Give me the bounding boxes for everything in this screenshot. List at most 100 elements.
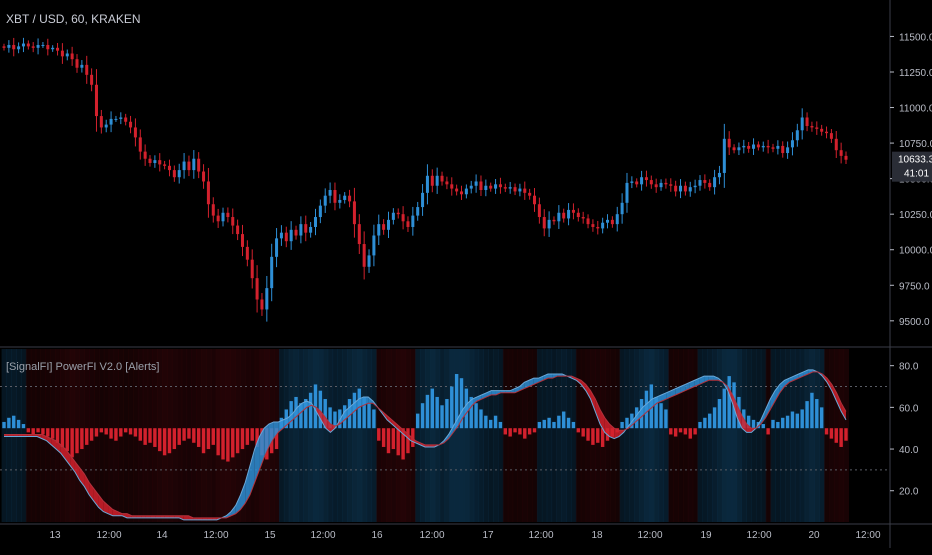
time-tick-label: 12:00 — [96, 530, 121, 541]
osc-tick-label: 80.0 — [899, 362, 919, 373]
ribbon-segment — [387, 415, 392, 425]
background-band — [551, 349, 558, 522]
ribbon-segment — [491, 390, 496, 395]
candle-body — [46, 44, 50, 50]
background-band — [571, 349, 577, 522]
candle-body — [635, 181, 639, 185]
candle-body — [508, 187, 512, 189]
ribbon-segment — [297, 403, 303, 416]
candle-body — [357, 224, 361, 245]
histogram-bar — [790, 411, 795, 429]
candle-body — [129, 121, 133, 128]
candle-body — [270, 256, 274, 289]
candle-body — [99, 116, 103, 128]
background-band — [283, 349, 290, 522]
background-band — [717, 349, 723, 522]
candle-body — [75, 59, 79, 68]
ribbon-segment — [425, 444, 430, 447]
histogram-bar — [819, 407, 824, 429]
ribbon-segment — [770, 390, 776, 410]
background-band — [712, 349, 718, 522]
ribbon-segment — [354, 399, 359, 412]
histogram-bar — [85, 428, 89, 445]
candle-body — [80, 64, 84, 68]
candle-body — [124, 117, 128, 122]
background-band — [658, 349, 665, 522]
candle-body — [202, 171, 206, 182]
histogram-bar — [240, 428, 245, 450]
candle-body — [289, 229, 293, 242]
candle-body — [459, 191, 464, 195]
background-band — [463, 349, 470, 522]
histogram-bar — [381, 428, 386, 447]
ribbon-segment — [406, 432, 411, 441]
ribbon-segment — [141, 515, 146, 518]
histogram-bar — [479, 409, 483, 429]
background-band — [420, 349, 426, 522]
ribbon-segment — [505, 390, 511, 393]
background-band — [663, 349, 669, 522]
ribbon-segment — [136, 515, 142, 518]
background-band — [702, 349, 708, 522]
ribbon-segment — [32, 434, 38, 437]
background-band — [648, 349, 655, 522]
background-band — [278, 349, 285, 522]
histogram-bar — [815, 399, 819, 429]
histogram-bar — [299, 403, 303, 429]
candle-body — [562, 212, 566, 219]
background-band — [444, 349, 450, 522]
ribbon-segment — [183, 515, 189, 520]
candle-body — [236, 225, 240, 235]
histogram-bar — [99, 428, 104, 433]
background-band — [293, 349, 300, 522]
histogram-bar — [308, 392, 313, 429]
background-band — [751, 349, 757, 522]
histogram-bar — [557, 415, 561, 429]
candle-body — [659, 182, 663, 188]
candle-body — [567, 209, 571, 219]
ribbon-segment — [249, 449, 255, 495]
histogram-bar — [55, 428, 60, 443]
histogram-bar — [703, 417, 707, 429]
fast-line — [4, 369, 847, 521]
candle-body — [167, 165, 171, 171]
candle-body — [197, 158, 201, 172]
ribbon-segment — [396, 424, 402, 433]
histogram-bar — [673, 428, 678, 437]
background-band — [634, 349, 640, 522]
histogram-bar — [532, 428, 537, 433]
time-tick-label: 12:00 — [310, 530, 335, 541]
background-band — [668, 349, 674, 522]
candle-body — [265, 288, 269, 310]
histogram-bar — [94, 428, 99, 437]
ribbon-segment — [827, 378, 832, 391]
ribbon-segment — [27, 434, 33, 437]
candle-body — [591, 224, 595, 227]
candle-body — [284, 232, 288, 242]
ribbon-segment — [841, 403, 846, 420]
background-band — [347, 349, 353, 522]
background-band — [760, 349, 767, 522]
price-tick-label: 11250.0 — [899, 68, 932, 79]
candle-body — [221, 212, 225, 222]
histogram-bar — [459, 378, 464, 429]
candle-body — [606, 219, 610, 223]
histogram-bar — [104, 428, 108, 435]
histogram-bar — [581, 428, 585, 437]
histogram-bar — [839, 428, 843, 447]
background-band — [303, 349, 309, 522]
ribbon-segment — [207, 517, 213, 520]
histogram-bar — [746, 415, 751, 429]
candle-body — [226, 212, 230, 218]
ribbon-segment — [637, 407, 643, 420]
candle-body — [372, 235, 376, 256]
time-tick-label: 12:00 — [528, 530, 553, 541]
candle-body — [250, 259, 254, 279]
candle-body — [386, 219, 391, 230]
candle-body — [318, 205, 322, 218]
candle-body — [571, 209, 575, 213]
background-band — [624, 349, 631, 522]
candle-body — [109, 118, 113, 125]
candle-body — [518, 188, 522, 192]
histogram-bar — [829, 428, 834, 439]
